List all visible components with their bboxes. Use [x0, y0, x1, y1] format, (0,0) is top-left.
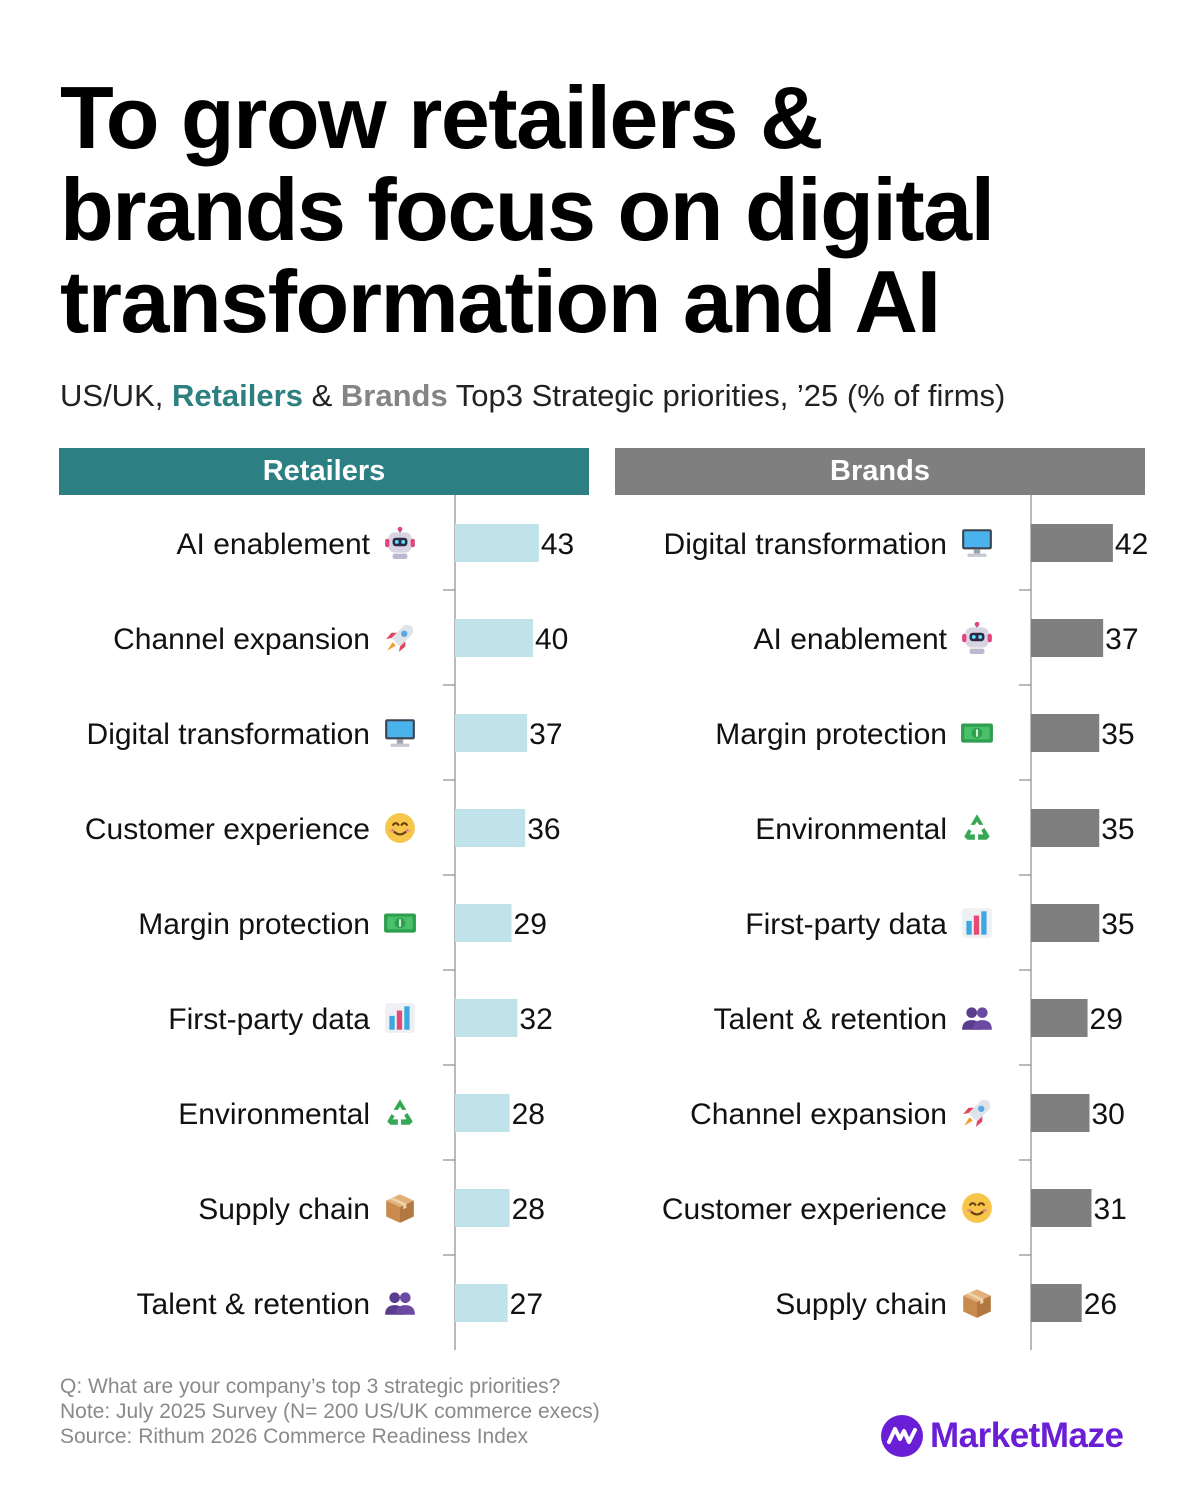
package-icon [386, 1194, 414, 1223]
money-icon [384, 913, 416, 933]
retailers-value-label: 28 [512, 1193, 545, 1226]
recycle-icon [964, 814, 990, 840]
brands-value-label: 30 [1092, 1098, 1125, 1131]
computer-icon [962, 529, 992, 557]
people-icon [385, 1292, 415, 1315]
rocket-icon [386, 624, 414, 652]
footnote-note: Note: July 2025 Survey (N= 200 US/UK com… [60, 1400, 600, 1423]
recycle-icon [387, 1099, 413, 1125]
brands-value-label: 31 [1093, 1193, 1126, 1226]
retailers-category-label: Channel expansion [113, 623, 370, 656]
retailers-value-label: 36 [527, 813, 560, 846]
retailers-bar [455, 1284, 508, 1322]
page-title: To grow retailers & brands focus on digi… [60, 72, 1140, 348]
smiley-icon [961, 1192, 993, 1224]
priorities-chart: AI enablement 43 Channel expansion 40 Digita… [85, 495, 1148, 1350]
brands-category-label: Environmental [755, 813, 947, 846]
title-line-1: To grow retailers & [60, 68, 824, 167]
brands-category-label: Channel expansion [690, 1098, 947, 1131]
bar-chart-icon [962, 908, 992, 938]
brands-bar [1031, 714, 1100, 752]
brands-value-label: 29 [1090, 1003, 1123, 1036]
brands-bar [1031, 999, 1088, 1037]
brands-value-label: 35 [1101, 718, 1134, 751]
footnote: Q: What are your company’s top 3 strateg… [60, 1374, 600, 1449]
retailers-bar [455, 619, 533, 657]
bar-chart-icon [385, 1003, 415, 1033]
rocket-icon [963, 1099, 991, 1127]
brands-bar [1031, 809, 1100, 847]
footnote-source: Source: Rithum 2026 Commerce Readiness I… [60, 1425, 529, 1448]
brands-category-label: Customer experience [662, 1193, 947, 1226]
brands-panel: Digital transformation 42 AI enablement 37 M… [662, 495, 1148, 1350]
retailers-bar [455, 999, 518, 1037]
retailers-bar [455, 524, 539, 562]
title-line-2: brands focus on digital [60, 160, 995, 259]
retailers-value-label: 37 [529, 718, 562, 751]
footnote-question: Q: What are your company’s top 3 strateg… [60, 1375, 561, 1398]
subtitle-brands: Brands [340, 378, 448, 413]
brands-bar [1031, 524, 1113, 562]
retailers-bar [455, 904, 512, 942]
subtitle-suffix: Top3 Strategic priorities, ’25 (% of fir… [455, 378, 1006, 413]
robot-icon [961, 621, 993, 655]
brand-logo: MarketMaze [880, 1412, 1124, 1460]
brands-bar [1031, 1094, 1090, 1132]
brands-value-label: 26 [1084, 1288, 1117, 1321]
retailers-panel-header: Retailers [59, 448, 589, 495]
retailers-category-label: First-party data [168, 1003, 370, 1036]
brands-panel-header: Brands [615, 448, 1145, 495]
retailers-category-label: Digital transformation [87, 718, 370, 751]
brands-bar [1031, 619, 1104, 657]
retailers-category-label: AI enablement [177, 528, 371, 561]
brands-category-label: AI enablement [754, 623, 948, 656]
brands-category-label: Talent & retention [714, 1003, 947, 1036]
retailers-value-label: 32 [519, 1003, 552, 1036]
retailers-bar [455, 714, 528, 752]
retailers-category-label: Environmental [178, 1098, 370, 1131]
retailers-bar [455, 1094, 510, 1132]
package-icon [963, 1289, 991, 1318]
retailers-panel: AI enablement 43 Channel expansion 40 Digita… [85, 495, 574, 1350]
retailers-bar [455, 1189, 510, 1227]
robot-icon [384, 526, 416, 560]
brands-bar [1031, 904, 1100, 942]
brands-category-label: Margin protection [715, 718, 947, 751]
retailers-category-label: Supply chain [198, 1193, 370, 1226]
retailers-bar [455, 809, 526, 847]
title-line-3: transformation and AI [60, 252, 941, 351]
retailers-value-label: 28 [512, 1098, 545, 1131]
brands-value-label: 35 [1101, 908, 1134, 941]
brands-category-label: Digital transformation [664, 528, 947, 561]
brands-bar [1031, 1189, 1092, 1227]
brands-bar [1031, 1284, 1082, 1322]
marketmaze-logo-icon [881, 1415, 923, 1457]
subtitle: US/UK, Retailers & Brands Top3 Strategic… [60, 378, 1005, 414]
retailers-value-label: 29 [514, 908, 547, 941]
subtitle-prefix: US/UK, [60, 378, 164, 413]
brands-value-label: 35 [1101, 813, 1134, 846]
retailers-value-label: 40 [535, 623, 568, 656]
retailers-category-label: Talent & retention [137, 1288, 370, 1321]
brand-name: MarketMaze [930, 1416, 1124, 1455]
computer-icon [385, 719, 415, 747]
brands-category-label: Supply chain [775, 1288, 947, 1321]
brands-value-label: 37 [1105, 623, 1138, 656]
subtitle-retailers: Retailers [171, 378, 303, 413]
retailers-category-label: Customer experience [85, 813, 370, 846]
money-icon [961, 723, 993, 743]
smiley-icon [384, 812, 416, 844]
retailers-value-label: 27 [510, 1288, 543, 1321]
brands-category-label: First-party data [745, 908, 947, 941]
retailers-value-label: 43 [541, 528, 574, 561]
people-icon [962, 1007, 992, 1030]
retailers-category-label: Margin protection [138, 908, 370, 941]
brands-value-label: 42 [1115, 528, 1148, 561]
subtitle-amp: & [311, 378, 333, 413]
